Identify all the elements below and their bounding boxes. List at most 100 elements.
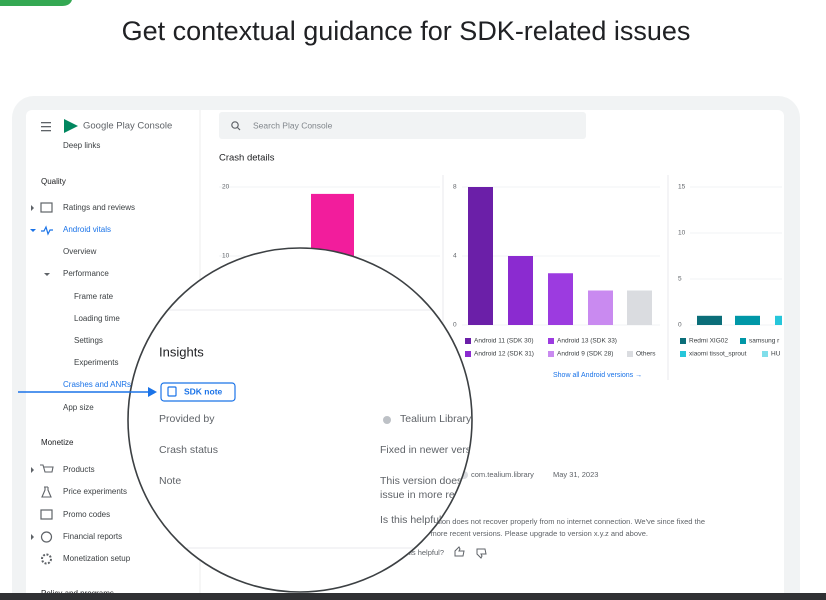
expand-arrow xyxy=(30,229,36,232)
note-line: This version does not recover properly f… xyxy=(410,517,705,526)
legend-swatch xyxy=(627,351,633,357)
nav-item[interactable]: Monetization setup xyxy=(63,554,131,563)
menu-bar xyxy=(41,122,51,124)
nav-icon xyxy=(40,509,53,520)
thumbs-down[interactable] xyxy=(476,548,487,559)
row-value: This version does not recover properly f… xyxy=(380,475,793,487)
nav-item[interactable]: Crashes and ANRs xyxy=(63,380,131,389)
nav-item[interactable]: Financial reports xyxy=(63,532,122,541)
nav-item[interactable]: Loading time xyxy=(74,314,120,323)
bar xyxy=(697,315,722,325)
row-label: Crash status xyxy=(159,444,218,456)
search-bar[interactable] xyxy=(219,112,586,139)
slide-title: Get contextual guidance for SDK-related … xyxy=(122,16,691,46)
nav-section: Monetize xyxy=(41,438,74,447)
nav-item[interactable]: Performance xyxy=(63,269,109,278)
legend-label: Redmi XIG02 xyxy=(689,338,728,345)
y-tick-label: 15 xyxy=(678,184,686,191)
expand-arrow xyxy=(44,273,50,276)
sidebar: Deep links Quality Ratings and reviews A… xyxy=(30,141,135,598)
nav-icon xyxy=(41,553,52,565)
bar xyxy=(775,315,782,325)
menu-icon[interactable] xyxy=(41,122,51,132)
row-label: Note xyxy=(159,475,181,487)
provider-icon xyxy=(383,416,391,424)
legend-swatch xyxy=(548,338,554,344)
search-placeholder: Search Play Console xyxy=(253,120,333,130)
nav-item[interactable]: Settings xyxy=(74,336,103,345)
legend-label: Android 11 (SDK 30) xyxy=(474,338,534,345)
bar xyxy=(588,290,613,325)
nav-icon xyxy=(41,486,52,498)
y-tick-label: 4 xyxy=(453,253,457,260)
menu-bar xyxy=(41,126,51,128)
legend-swatch xyxy=(680,351,686,357)
nav-item[interactable]: Deep links xyxy=(63,141,100,150)
nav-item[interactable]: Experiments xyxy=(74,358,118,367)
y-tick-label: 5 xyxy=(678,276,682,283)
magnified-view: Insights SDK note Provided by Tealium Li… xyxy=(129,309,793,549)
y-tick-label: 20 xyxy=(222,184,230,191)
row-label: Provided by xyxy=(159,413,215,425)
nav-item[interactable]: Frame rate xyxy=(74,292,114,301)
legend-swatch xyxy=(465,338,471,344)
pointer-arrow-head xyxy=(148,387,157,397)
badge-label: SDK note xyxy=(184,386,223,396)
y-tick-label: 10 xyxy=(678,230,686,237)
y-tick-label: 0 xyxy=(453,322,457,329)
product-name: Google Play Console xyxy=(83,121,172,132)
nav-item[interactable]: App size xyxy=(63,403,94,412)
nav-item[interactable]: Android vitals xyxy=(63,225,111,234)
nav-item[interactable]: Promo codes xyxy=(63,510,110,519)
expand-arrow xyxy=(31,534,34,540)
nav-icon xyxy=(40,531,53,543)
bar xyxy=(548,273,573,325)
bar xyxy=(735,315,760,325)
feedback-question: Is this helpful? xyxy=(396,548,444,557)
y-tick-label: 0 xyxy=(678,322,682,329)
sdk-package: com.tealium.library xyxy=(471,470,534,479)
y-tick-label: 8 xyxy=(453,184,457,191)
bar xyxy=(468,187,493,325)
nav-icon xyxy=(40,202,53,213)
y-tick-label: 10 xyxy=(222,253,230,260)
insights-heading: Insights xyxy=(159,344,204,359)
show-all-link[interactable]: Show all Android versions → xyxy=(553,372,642,379)
row-value: issue in more recent versions. Please up… xyxy=(380,489,723,501)
note-line: issue in more recent versions. Please up… xyxy=(403,529,648,538)
row-value: Tealium Library xyxy=(400,413,472,425)
legend-label: Android 9 (SDK 28) xyxy=(557,351,613,358)
legend-label: HU xyxy=(771,351,781,358)
legends: Android 11 (SDK 30) Android 12 (SDK 31) An… xyxy=(465,338,781,358)
magnifier xyxy=(127,247,473,593)
nav-icon xyxy=(40,464,54,473)
legend-swatch xyxy=(465,351,471,357)
nav-section: Quality xyxy=(41,177,66,186)
legend-label: Android 12 (SDK 31) xyxy=(474,351,534,358)
bar xyxy=(627,290,652,325)
sdk-date: May 31, 2023 xyxy=(553,470,598,479)
nav-icon xyxy=(41,225,53,236)
legend-swatch xyxy=(762,351,768,357)
row-value: Fixed in newer versions xyxy=(380,444,490,456)
bar xyxy=(508,256,533,325)
legend-swatch xyxy=(680,338,686,344)
thumbs-up[interactable] xyxy=(454,546,465,557)
nav-item[interactable]: Overview xyxy=(63,247,97,256)
legend-label: Android 13 (SDK 33) xyxy=(557,338,617,345)
feedback-question: Is this helpful? xyxy=(380,514,447,526)
legend-swatch xyxy=(740,338,746,344)
bottom-bar xyxy=(0,593,826,600)
legend-label: Others xyxy=(636,351,656,358)
legend-label: samsung r xyxy=(749,338,780,345)
sdk-note-badge[interactable] xyxy=(160,382,236,402)
nav-item[interactable]: Products xyxy=(63,465,95,474)
search-icon xyxy=(231,121,239,129)
badge-icon xyxy=(167,386,177,397)
section-title: Crash details xyxy=(219,153,275,164)
corner-badge xyxy=(0,0,72,6)
nav-item[interactable]: Price experiments xyxy=(63,487,127,496)
nav-item[interactable]: Ratings and reviews xyxy=(63,203,135,212)
